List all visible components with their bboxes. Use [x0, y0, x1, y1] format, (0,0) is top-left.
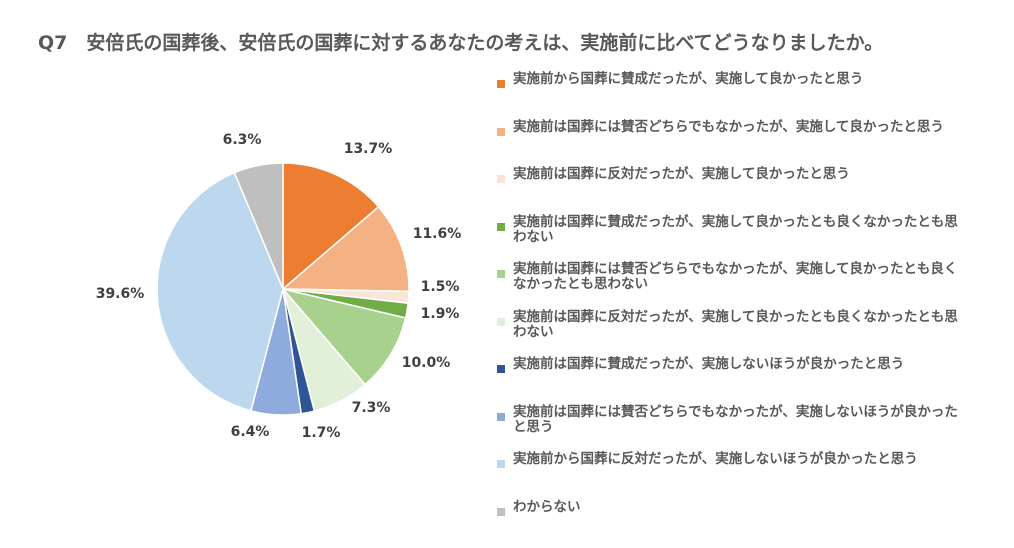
- pie-slice: [233, 162, 284, 290]
- legend-swatch: [497, 365, 505, 373]
- legend-swatch: [497, 127, 505, 136]
- legend-swatch: [497, 222, 505, 231]
- slice-value-label: 1.7%: [302, 425, 341, 441]
- slice-value-label: 39.6%: [96, 286, 145, 302]
- legend-label: わからない: [513, 498, 581, 515]
- pie-slice: [282, 162, 380, 291]
- legend-item: 実施前から国葬に反対だったが、実施しないほうが良かったと思う: [497, 452, 967, 468]
- slice-value-label: 10.0%: [402, 355, 451, 371]
- legend-label: 実施前は国葬に反対だったが、実施して良かったとも良くなかったとも思わない: [513, 308, 958, 340]
- legend-label: 実施前は国葬には賛否どちらでもなかったが、実施して良かったとも良くなかったとも思…: [513, 261, 958, 292]
- slice-value-label: 1.5%: [421, 279, 460, 295]
- slice-value-label: 6.3%: [223, 132, 262, 148]
- legend-item: わからない: [497, 498, 967, 516]
- chart-title: Q7 安倍氏の国葬後、安倍氏の国葬に対するあなたの考えは、実施前に比べてどうなり…: [38, 32, 884, 54]
- pie-slice: [280, 287, 407, 386]
- legend-item: 実施前は国葬に反対だったが、実施して良かったと思う: [497, 167, 967, 183]
- legend-item: 実施前は国葬には賛否どちらでもなかったが、実施して良かったと思う: [497, 118, 967, 136]
- legend-item: 実施前は国葬には賛否どちらでもなかったが、実施しないほうが良かったと思う: [497, 403, 967, 435]
- pie-slice: [281, 205, 410, 293]
- pie-slice: [156, 171, 284, 412]
- legend-swatch: [497, 80, 505, 88]
- slice-value-label: 7.3%: [352, 400, 391, 416]
- legend-label: 実施前は国葬には賛否どちらでもなかったが、実施して良かったと思う: [513, 118, 944, 135]
- legend-swatch: [497, 317, 505, 326]
- legend-item: 実施前から国葬に賛成だったが、実施して良かったと思う: [497, 72, 967, 88]
- legend-swatch: [497, 175, 505, 183]
- legend-label: 実施前から国葬に反対だったが、実施しないほうが良かったと思う: [513, 451, 918, 467]
- legend-item: 実施前は国葬には賛否どちらでもなかったが、実施して良かったとも良くなかったとも思…: [497, 262, 967, 292]
- legend-swatch: [497, 412, 505, 421]
- legend-swatch: [497, 460, 505, 468]
- legend-label: 実施前は国葬に賛成だったが、実施しないほうが良かったと思う: [513, 356, 905, 372]
- legend-item: 実施前は国葬に反対だったが、実施して良かったとも良くなかったとも思わない: [497, 308, 967, 340]
- legend-label: 実施前は国葬に賛成だったが、実施して良かったとも良くなかったとも思わない: [513, 213, 958, 245]
- legend-swatch: [497, 270, 505, 278]
- slice-value-label: 13.7%: [344, 141, 393, 157]
- slice-value-label: 6.4%: [231, 424, 270, 440]
- legend-label: 実施前は国葬には賛否どちらでもなかったが、実施しないほうが良かったと思う: [513, 403, 958, 435]
- legend-label: 実施前は国葬に反対だったが、実施して良かったと思う: [513, 166, 850, 182]
- slice-value-label: 1.9%: [421, 306, 460, 322]
- legend-swatch: [497, 507, 505, 516]
- slice-value-label: 11.6%: [413, 226, 462, 242]
- legend-label: 実施前から国葬に賛成だったが、実施して良かったと思う: [513, 71, 864, 87]
- legend-item: 実施前は国葬に賛成だったが、実施しないほうが良かったと思う: [497, 357, 967, 373]
- legend-item: 実施前は国葬に賛成だったが、実施して良かったとも良くなかったとも思わない: [497, 213, 967, 245]
